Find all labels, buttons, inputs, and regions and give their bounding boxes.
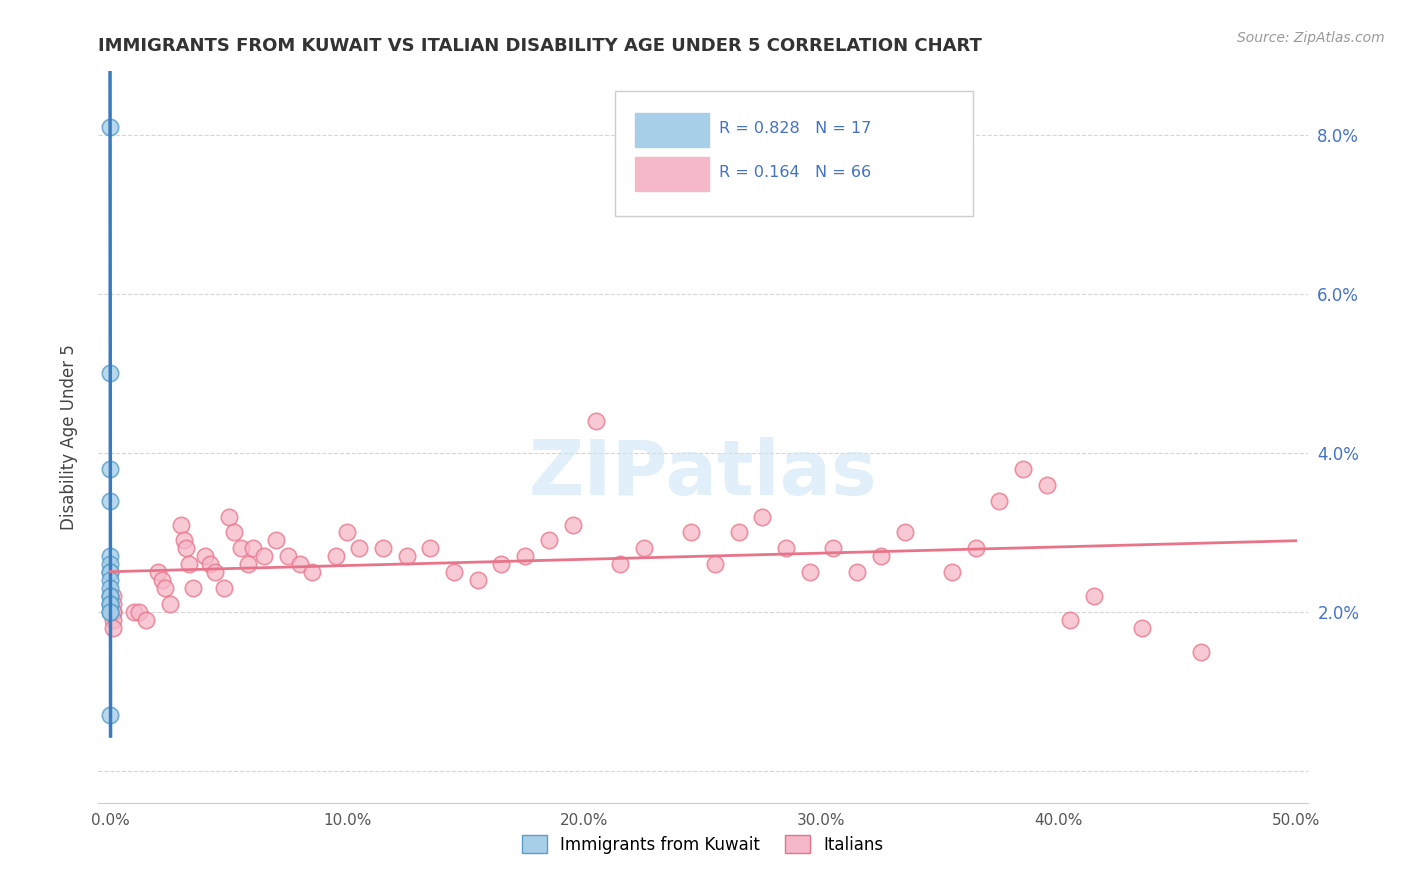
Point <box>1012 462 1035 476</box>
Point <box>846 566 869 580</box>
Point <box>98 589 121 603</box>
Point <box>633 541 655 556</box>
Point <box>98 558 121 572</box>
Point <box>218 509 240 524</box>
Text: IMMIGRANTS FROM KUWAIT VS ITALIAN DISABILITY AGE UNDER 5 CORRELATION CHART: IMMIGRANTS FROM KUWAIT VS ITALIAN DISABI… <box>98 37 983 54</box>
Point <box>515 549 537 564</box>
Point <box>98 597 121 611</box>
Point <box>1059 613 1081 627</box>
Point <box>170 517 193 532</box>
Legend: Immigrants from Kuwait, Italians: Immigrants from Kuwait, Italians <box>516 829 890 860</box>
Point <box>98 605 121 619</box>
Point <box>212 581 235 595</box>
Point <box>98 589 121 603</box>
Point <box>395 549 418 564</box>
Point <box>371 541 394 556</box>
Point <box>965 541 987 556</box>
Point <box>336 525 359 540</box>
Text: R = 0.828   N = 17: R = 0.828 N = 17 <box>718 121 872 136</box>
Point <box>253 549 276 564</box>
Point <box>585 414 607 428</box>
Point <box>988 493 1011 508</box>
Point <box>325 549 347 564</box>
Point <box>98 573 121 587</box>
Text: R = 0.164   N = 66: R = 0.164 N = 66 <box>718 165 870 180</box>
Point <box>101 613 124 627</box>
FancyBboxPatch shape <box>614 91 973 216</box>
Point <box>222 525 245 540</box>
Point <box>236 558 259 572</box>
Text: Source: ZipAtlas.com: Source: ZipAtlas.com <box>1237 31 1385 45</box>
Point <box>941 566 963 580</box>
Point <box>347 541 370 556</box>
Point <box>177 558 200 572</box>
Point <box>799 566 821 580</box>
Point <box>229 541 252 556</box>
Point <box>135 613 157 627</box>
Y-axis label: Disability Age Under 5: Disability Age Under 5 <box>59 344 77 530</box>
Point <box>301 566 323 580</box>
Point <box>98 597 121 611</box>
Point <box>98 566 121 580</box>
Point <box>98 708 121 723</box>
Point <box>727 525 749 540</box>
Point <box>893 525 915 540</box>
Point <box>152 573 174 587</box>
Point <box>173 533 195 548</box>
Point <box>703 558 725 572</box>
Point <box>264 533 287 548</box>
Point <box>198 558 221 572</box>
Point <box>98 566 121 580</box>
Point <box>101 597 124 611</box>
Text: ZIPatlas: ZIPatlas <box>529 437 877 510</box>
Point <box>128 605 150 619</box>
Point <box>775 541 797 556</box>
Point <box>101 605 124 619</box>
Point <box>1189 645 1212 659</box>
Point <box>98 605 121 619</box>
Point <box>1036 477 1059 491</box>
Point <box>491 558 513 572</box>
Point <box>98 493 121 508</box>
Point <box>98 120 121 134</box>
Point <box>98 367 121 381</box>
Point <box>609 558 631 572</box>
Point <box>288 558 311 572</box>
Point <box>98 462 121 476</box>
Point <box>146 566 169 580</box>
Point <box>419 541 441 556</box>
Point <box>194 549 217 564</box>
Point <box>174 541 197 556</box>
Point <box>242 541 264 556</box>
Point <box>1130 621 1153 635</box>
Point <box>537 533 560 548</box>
Point <box>869 549 891 564</box>
Point <box>1083 589 1105 603</box>
Point <box>204 566 226 580</box>
Point <box>181 581 204 595</box>
Point <box>443 566 465 580</box>
FancyBboxPatch shape <box>636 157 709 191</box>
Point <box>101 621 124 635</box>
Point <box>101 589 124 603</box>
Point <box>751 509 773 524</box>
Point <box>823 541 845 556</box>
Point <box>681 525 703 540</box>
Point <box>277 549 299 564</box>
Point <box>101 605 124 619</box>
FancyBboxPatch shape <box>636 113 709 146</box>
Point <box>159 597 181 611</box>
Point <box>122 605 145 619</box>
Point <box>98 549 121 564</box>
Point <box>153 581 176 595</box>
Point <box>98 581 121 595</box>
Point <box>467 573 489 587</box>
Point <box>561 517 583 532</box>
